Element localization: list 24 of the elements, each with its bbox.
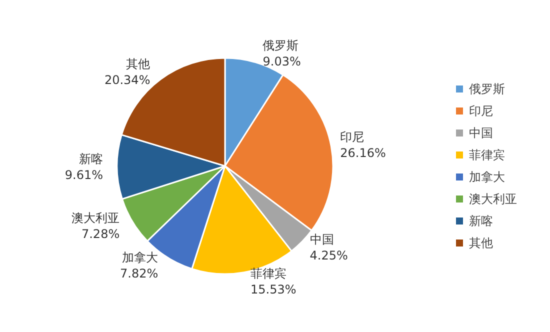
legend-label: 新喀 bbox=[469, 214, 493, 228]
slice-label: 菲律宾 bbox=[250, 266, 287, 281]
data-label: 26.16% bbox=[340, 146, 386, 160]
data-label: 9.61% bbox=[64, 168, 104, 182]
legend-label: 澳大利亚 bbox=[469, 192, 517, 206]
slice-label: 中国 bbox=[310, 232, 334, 247]
data-label: 4.25% bbox=[310, 248, 348, 263]
data-label: 7.82% bbox=[120, 266, 158, 280]
data-label: 9.03% bbox=[262, 54, 301, 69]
slice-label: 加拿大 bbox=[122, 250, 158, 264]
legend-label: 中国 bbox=[469, 126, 493, 140]
data-label: 15.53% bbox=[250, 282, 296, 297]
slice-label: 俄罗斯 bbox=[262, 38, 299, 53]
slice-label: 印尼 bbox=[340, 130, 364, 144]
slice-label: 澳大利亚 bbox=[72, 211, 120, 226]
legend-label: 印尼 bbox=[469, 104, 493, 118]
legend-label: 俄罗斯 bbox=[469, 82, 505, 96]
data-label: 7.28% bbox=[81, 227, 120, 242]
legend-label: 加拿大 bbox=[469, 170, 505, 184]
legend-label: 菲律宾 bbox=[469, 148, 505, 162]
legend-label: 其他 bbox=[469, 236, 493, 250]
slice-label: 新喀 bbox=[79, 152, 104, 166]
slice-label: 其他 bbox=[126, 57, 150, 72]
data-label: 20.34% bbox=[104, 73, 150, 88]
